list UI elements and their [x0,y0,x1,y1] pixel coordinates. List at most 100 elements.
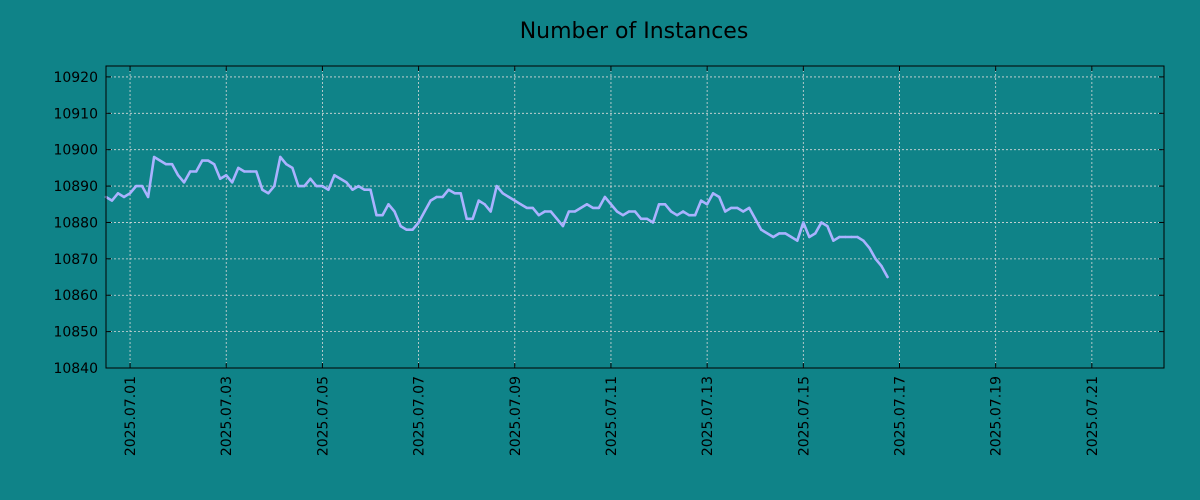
data-point [225,174,228,177]
y-tick-label: 10880 [53,215,98,231]
data-point [754,217,757,220]
data-point [122,195,126,199]
data-point [609,203,613,206]
data-point [176,174,180,177]
data-point [675,214,679,217]
data-point [639,217,643,220]
x-tick-label: 2025.07.13 [700,376,716,456]
y-tick-label: 10870 [53,252,98,268]
data-point [657,203,661,206]
data-point [808,235,811,239]
x-tick-label: 2025.07.03 [219,376,235,456]
data-point [483,203,486,206]
data-point [219,177,222,180]
data-point [164,163,168,166]
data-point [381,214,384,217]
data-point [549,210,552,213]
data-point [856,235,859,239]
data-point [140,184,144,188]
data-point [724,210,727,213]
data-point [291,166,294,170]
data-point [790,235,793,239]
data-point [802,221,805,224]
data-point [249,170,252,173]
data-point [128,192,132,195]
y-tick-label: 10890 [53,179,98,195]
data-point [507,195,510,199]
data-point [363,188,366,191]
data-point [820,221,823,224]
data-point [585,203,589,206]
data-point [615,210,619,213]
data-point [880,264,883,268]
data-point [651,221,655,224]
plot-frame [105,65,1165,369]
data-point [555,217,559,220]
data-point [591,206,595,210]
data-point [189,170,192,173]
data-point [778,232,781,235]
grid-lines [106,66,1164,369]
data-point [742,210,745,213]
data-point [760,228,763,231]
data-point [627,210,631,213]
data-point [429,199,432,202]
chart-title: Number of Instances [520,19,749,44]
data-point [321,184,324,188]
y-tick-label: 10900 [53,143,98,159]
data-point [170,163,174,166]
x-axis-ticks: 2025.07.01 2025.07.03 2025.07.05 2025.07.07… [123,376,1101,456]
data-point [826,224,829,228]
data-point [405,228,408,231]
data-point [862,239,865,242]
data-point [579,206,583,210]
data-point [495,184,498,188]
data-point [369,188,372,191]
data-point [441,195,444,199]
data-point [814,232,817,235]
x-tick-label: 2025.07.07 [412,376,428,456]
data-point [832,239,835,242]
data-point [182,181,186,184]
series-layer [104,155,889,279]
data-point [345,181,348,184]
data-point [152,155,156,159]
data-point [423,210,426,213]
data-point [519,203,522,206]
y-tick-label: 10910 [53,106,98,122]
data-point [736,206,739,210]
data-point [309,177,312,180]
x-tick-label: 2025.07.05 [315,376,331,456]
data-point [465,217,468,220]
plot-area [106,66,1164,368]
data-point [116,192,120,195]
data-point [501,192,504,195]
data-point [561,224,565,228]
y-tick-label: 10860 [53,288,98,304]
data-point [796,239,799,242]
data-point [537,214,540,217]
data-point [357,184,360,188]
data-point [663,203,667,206]
data-point [267,192,270,195]
data-point [158,159,162,162]
data-point [237,166,240,170]
data-point [838,235,841,239]
data-point [693,214,697,217]
axes [105,65,1165,369]
data-point [315,184,318,188]
data-point [669,210,673,213]
data-point [531,206,534,210]
y-tick-label: 10840 [53,361,98,377]
data-point [447,188,450,191]
x-tick-label: 2025.07.01 [123,376,139,456]
data-point [633,210,637,213]
data-point [435,195,438,199]
data-point [711,192,715,195]
data-point [273,184,276,188]
x-tick-label: 2025.07.11 [604,376,620,456]
data-point [146,195,150,199]
data-point [201,159,204,162]
data-point [375,214,378,217]
